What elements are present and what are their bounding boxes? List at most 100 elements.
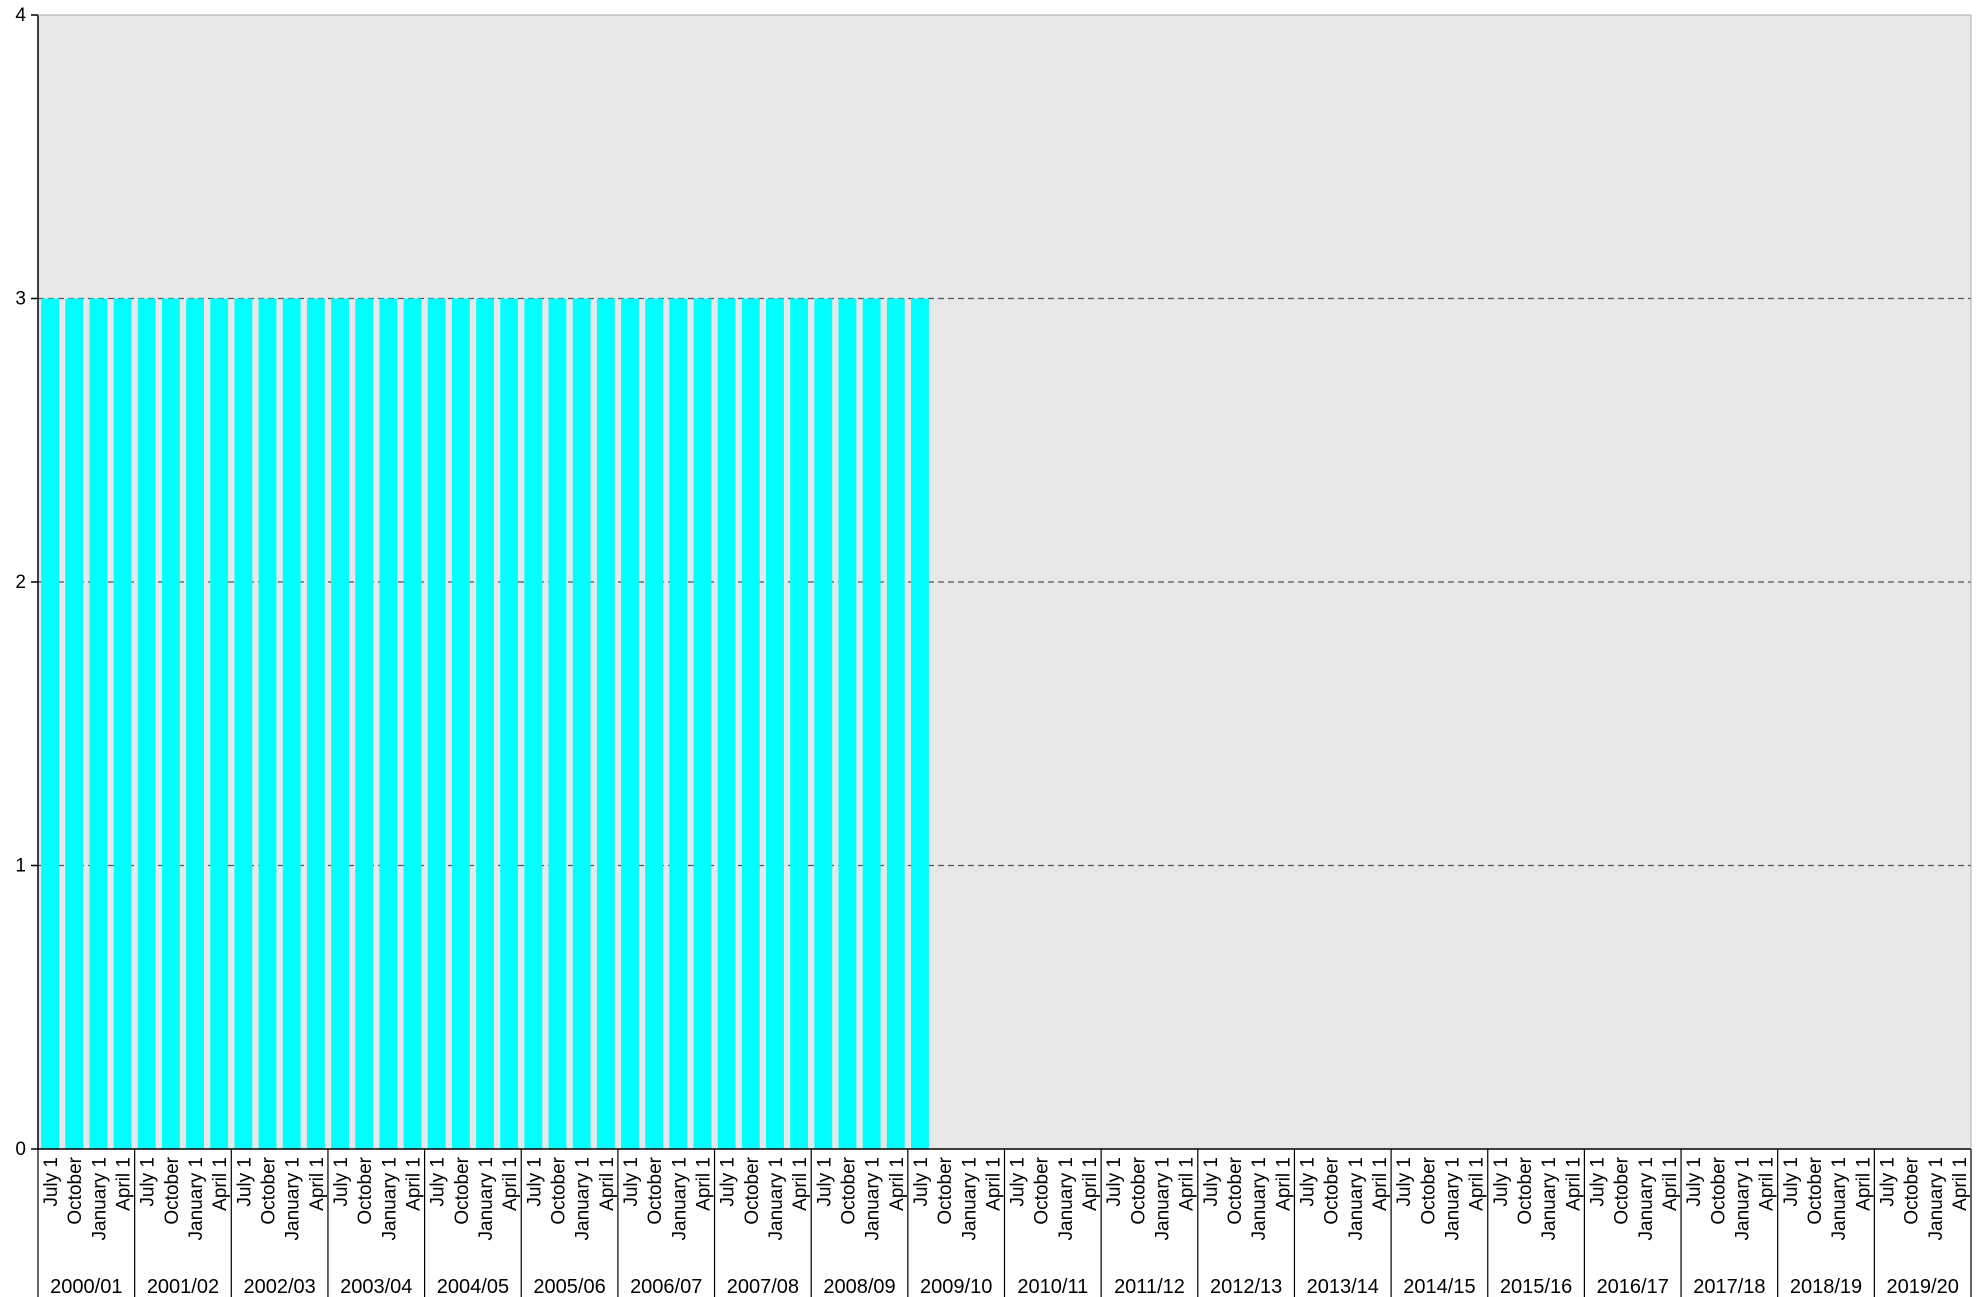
x-tick-label-32: July 1: [814, 1157, 835, 1207]
bar-28: [717, 298, 736, 1149]
x-tick-label-53: October: [1322, 1156, 1343, 1224]
y-tick-label-4: 4: [15, 5, 26, 26]
year-label-17: 2017/18: [1693, 1276, 1765, 1297]
x-tick-label-5: October: [162, 1156, 183, 1224]
bar-16: [427, 298, 446, 1149]
year-label-3: 2003/04: [340, 1276, 412, 1297]
bar-34: [862, 298, 881, 1149]
x-tick-label-40: July 1: [1008, 1157, 1029, 1207]
bar-12: [331, 298, 349, 1149]
x-tick-label-44: July 1: [1104, 1157, 1125, 1207]
x-tick-label-72: July 1: [1781, 1157, 1802, 1207]
x-tick-label-11: April 1: [307, 1157, 328, 1211]
year-label-1: 2001/02: [147, 1276, 219, 1297]
year-label-9: 2009/10: [920, 1276, 992, 1297]
bar-10: [282, 298, 301, 1149]
x-tick-label-79: April 1: [1950, 1157, 1971, 1211]
bar-21: [548, 298, 567, 1149]
x-tick-label-69: October: [1708, 1156, 1729, 1224]
x-tick-label-10: January 1: [283, 1157, 304, 1240]
bar-23: [596, 298, 615, 1149]
x-tick-label-15: April 1: [404, 1157, 425, 1211]
x-tick-label-0: July 1: [41, 1157, 62, 1207]
year-label-16: 2016/17: [1597, 1276, 1669, 1297]
x-tick-label-16: July 1: [428, 1157, 449, 1207]
x-tick-label-45: October: [1128, 1156, 1149, 1224]
bar-31: [790, 298, 809, 1149]
bar-24: [621, 298, 639, 1149]
year-label-4: 2004/05: [437, 1276, 509, 1297]
x-tick-label-27: April 1: [693, 1157, 714, 1211]
x-tick-label-14: January 1: [379, 1157, 400, 1240]
x-tick-label-71: April 1: [1757, 1157, 1778, 1211]
x-tick-label-26: January 1: [669, 1157, 690, 1240]
x-tick-label-46: January 1: [1153, 1157, 1174, 1240]
x-tick-label-37: October: [935, 1156, 956, 1224]
x-tick-label-2: January 1: [89, 1157, 110, 1240]
x-tick-label-64: July 1: [1587, 1157, 1608, 1207]
x-tick-label-38: January 1: [959, 1157, 980, 1240]
x-tick-label-29: October: [742, 1156, 763, 1224]
year-label-10: 2010/11: [1017, 1276, 1088, 1297]
x-tick-label-36: July 1: [911, 1157, 932, 1207]
x-tick-label-41: October: [1032, 1156, 1053, 1224]
year-label-15: 2015/16: [1500, 1276, 1572, 1297]
bar-14: [379, 298, 398, 1149]
bar-27: [693, 298, 712, 1149]
bar-20: [524, 298, 543, 1149]
x-tick-label-20: July 1: [524, 1157, 545, 1207]
bar-13: [355, 298, 374, 1149]
x-tick-label-21: October: [548, 1156, 569, 1224]
year-label-6: 2006/07: [630, 1276, 702, 1297]
x-tick-label-35: April 1: [887, 1157, 908, 1211]
x-tick-label-30: January 1: [766, 1157, 787, 1240]
x-tick-label-54: January 1: [1346, 1157, 1367, 1240]
year-label-12: 2012/13: [1210, 1276, 1282, 1297]
bar-19: [500, 298, 519, 1149]
bar-26: [669, 298, 688, 1149]
year-label-7: 2007/08: [727, 1276, 799, 1297]
x-tick-label-62: January 1: [1539, 1157, 1560, 1240]
y-tick-label-1: 1: [15, 856, 26, 877]
x-tick-label-67: April 1: [1660, 1157, 1681, 1211]
x-tick-label-43: April 1: [1080, 1157, 1101, 1211]
bar-1: [65, 298, 84, 1149]
x-tick-label-17: October: [452, 1156, 473, 1224]
y-tick-labels: 0 1 2 3 4: [15, 5, 38, 1160]
x-tick-label-74: January 1: [1829, 1157, 1850, 1240]
x-tick-label-31: April 1: [790, 1157, 811, 1211]
bar-29: [741, 298, 760, 1149]
x-tick-label-52: July 1: [1298, 1157, 1319, 1207]
x-tick-label-24: July 1: [621, 1157, 642, 1207]
bar-32: [814, 298, 833, 1149]
x-tick-label-66: January 1: [1636, 1157, 1657, 1240]
y-tick-label-3: 3: [15, 289, 26, 310]
x-tick-label-8: July 1: [234, 1157, 255, 1207]
bar-7: [210, 298, 229, 1149]
bar-17: [451, 298, 470, 1149]
x-tick-label-7: April 1: [210, 1157, 231, 1211]
x-tick-labels: July 1 October January 1 April 1 July 1 Octob…: [41, 1156, 1971, 1240]
x-tick-label-39: April 1: [983, 1157, 1004, 1211]
x-tick-label-33: October: [838, 1156, 859, 1224]
bars: [41, 298, 929, 1149]
x-tick-label-55: April 1: [1370, 1157, 1391, 1211]
x-tick-label-77: October: [1902, 1156, 1923, 1224]
year-label-2: 2002/03: [243, 1276, 315, 1297]
x-tick-label-23: April 1: [597, 1157, 618, 1211]
bar-30: [766, 298, 784, 1149]
bar-36: [910, 298, 929, 1149]
x-tick-label-6: January 1: [186, 1157, 207, 1240]
x-tick-label-12: July 1: [331, 1157, 352, 1207]
year-labels: 2000/01 2001/02 2002/03 2003/04 2004/05 2005/…: [37, 1149, 1972, 1297]
x-tick-label-68: July 1: [1684, 1157, 1705, 1207]
bar-0: [41, 298, 60, 1149]
year-label-14: 2014/15: [1403, 1276, 1475, 1297]
x-tick-label-48: July 1: [1201, 1157, 1222, 1207]
year-label-11: 2011/12: [1114, 1276, 1185, 1297]
x-tick-label-58: January 1: [1443, 1157, 1464, 1240]
x-tick-label-78: January 1: [1926, 1157, 1947, 1240]
year-label-13: 2013/14: [1307, 1276, 1379, 1297]
x-tick-label-18: January 1: [476, 1157, 497, 1240]
